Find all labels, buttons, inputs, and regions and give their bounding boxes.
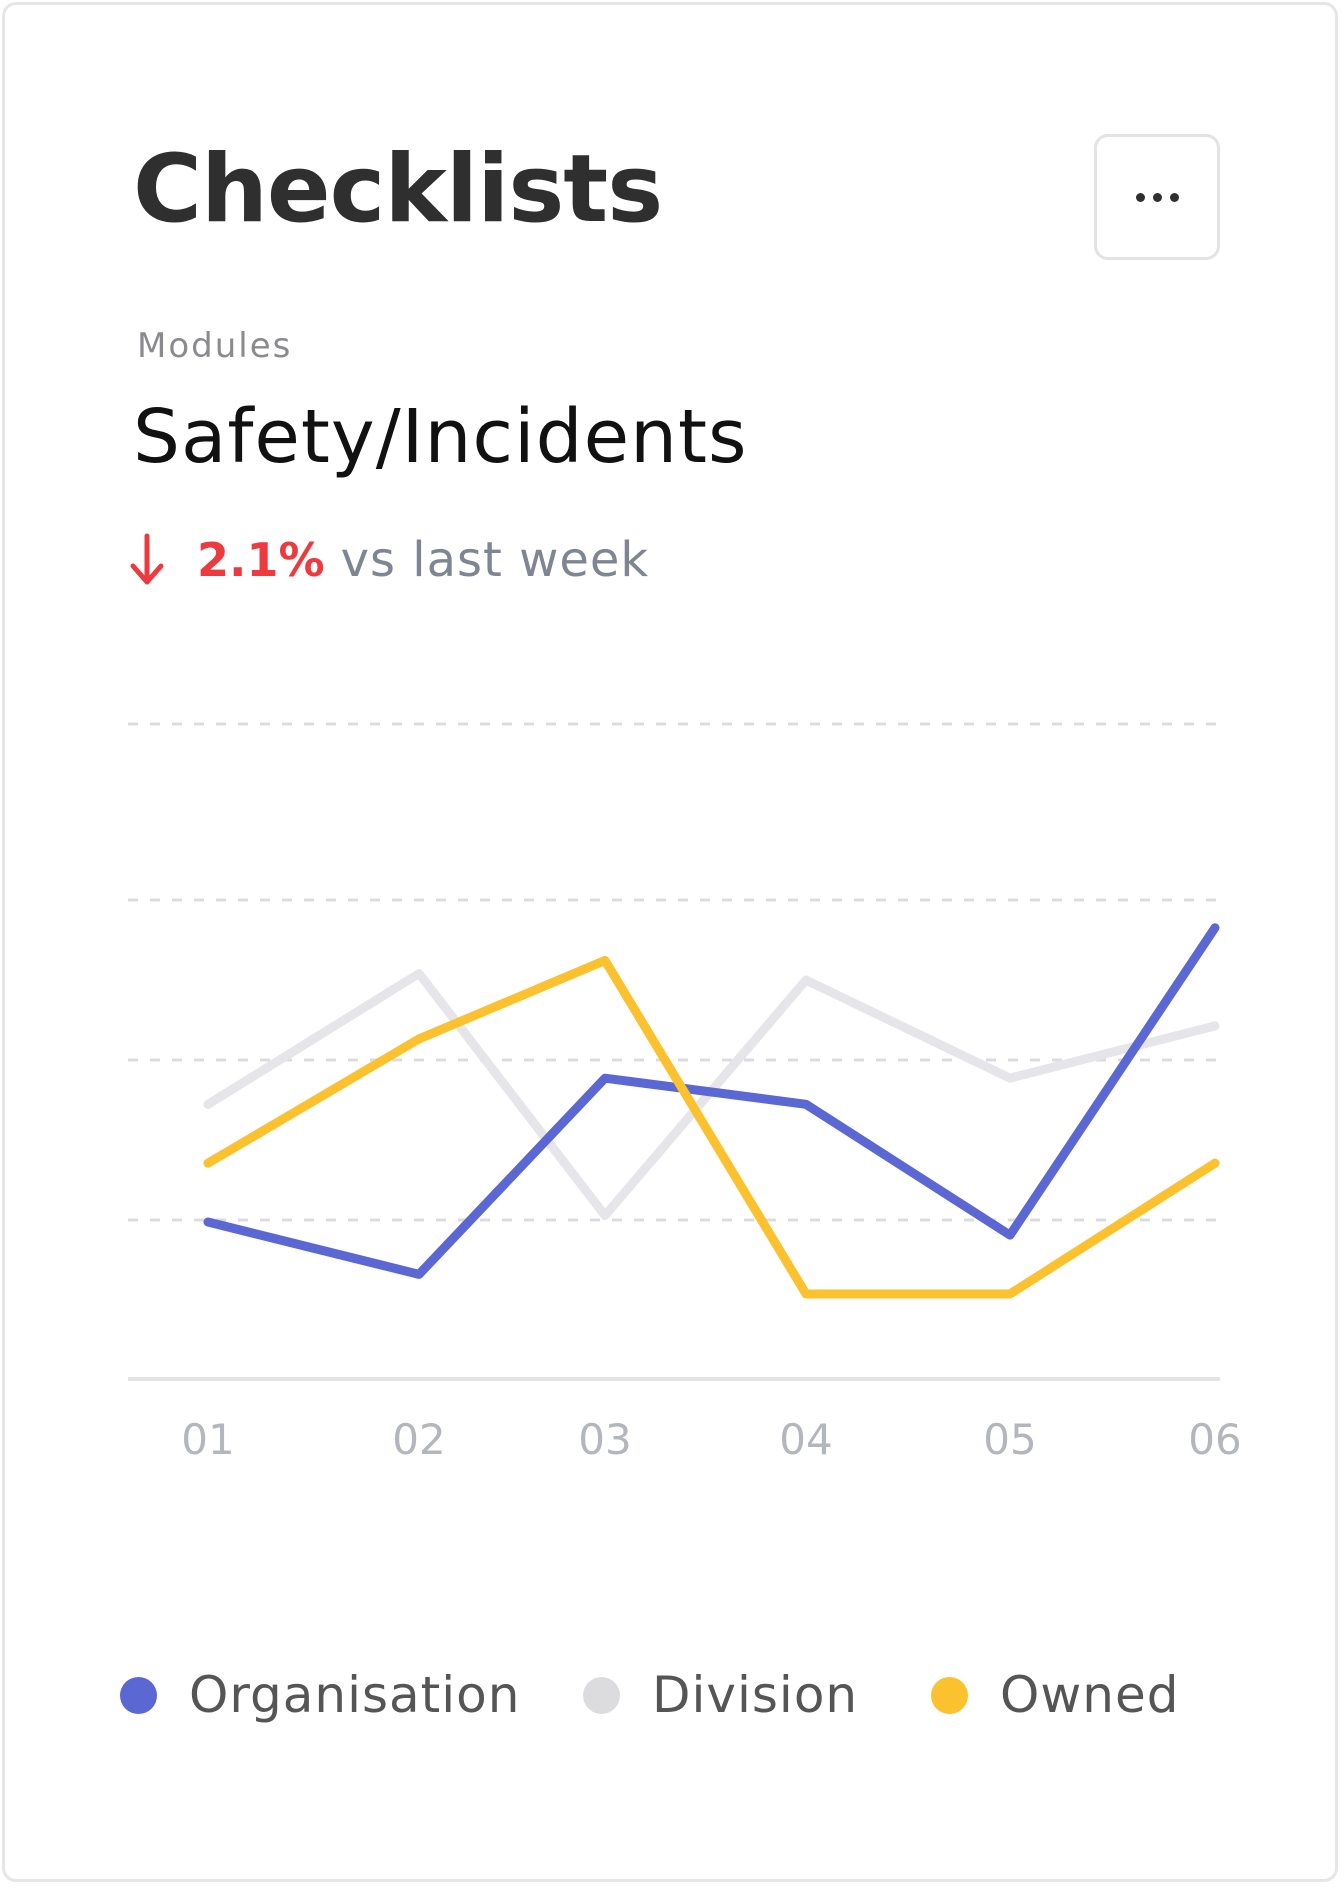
legend-item-owned: Owned (931, 1660, 1179, 1730)
module-name: Safety/Incidents (133, 394, 748, 480)
legend-item-division: Division (583, 1660, 858, 1730)
x-tick-label: 05 (983, 1415, 1036, 1464)
trend-indicator: 2.1% vs last week (127, 532, 649, 588)
legend-swatch (583, 1676, 620, 1714)
legend-item-organisation: Organisation (120, 1660, 520, 1730)
legend-swatch (120, 1676, 157, 1714)
x-tick-label: 02 (392, 1415, 445, 1464)
legend-label: Organisation (189, 1666, 521, 1724)
line-chart: 01 02 03 04 05 06 (128, 722, 1242, 1464)
series-line-owned (203, 955, 1220, 1299)
trend-comparison-label: vs last week (340, 532, 650, 588)
more-horizontal-icon (1135, 192, 1179, 202)
x-tick-label: 06 (1188, 1415, 1241, 1464)
trend-percentage: 2.1% (197, 533, 325, 587)
series-line-organisation (203, 923, 1220, 1279)
series-line-division (203, 969, 1220, 1220)
more-options-button[interactable] (1094, 134, 1220, 260)
x-tick-label: 03 (578, 1415, 631, 1464)
x-tick-label: 04 (779, 1415, 832, 1464)
x-tick-label: 01 (181, 1415, 234, 1464)
chart-legend: Organisation Division Owned (0, 1660, 1344, 1730)
legend-label: Owned (1000, 1666, 1180, 1724)
modules-label: Modules (137, 326, 293, 366)
card-title: Checklists (133, 135, 663, 244)
legend-label: Division (652, 1666, 859, 1724)
arrow-down-icon (130, 533, 164, 585)
legend-swatch (931, 1676, 968, 1714)
